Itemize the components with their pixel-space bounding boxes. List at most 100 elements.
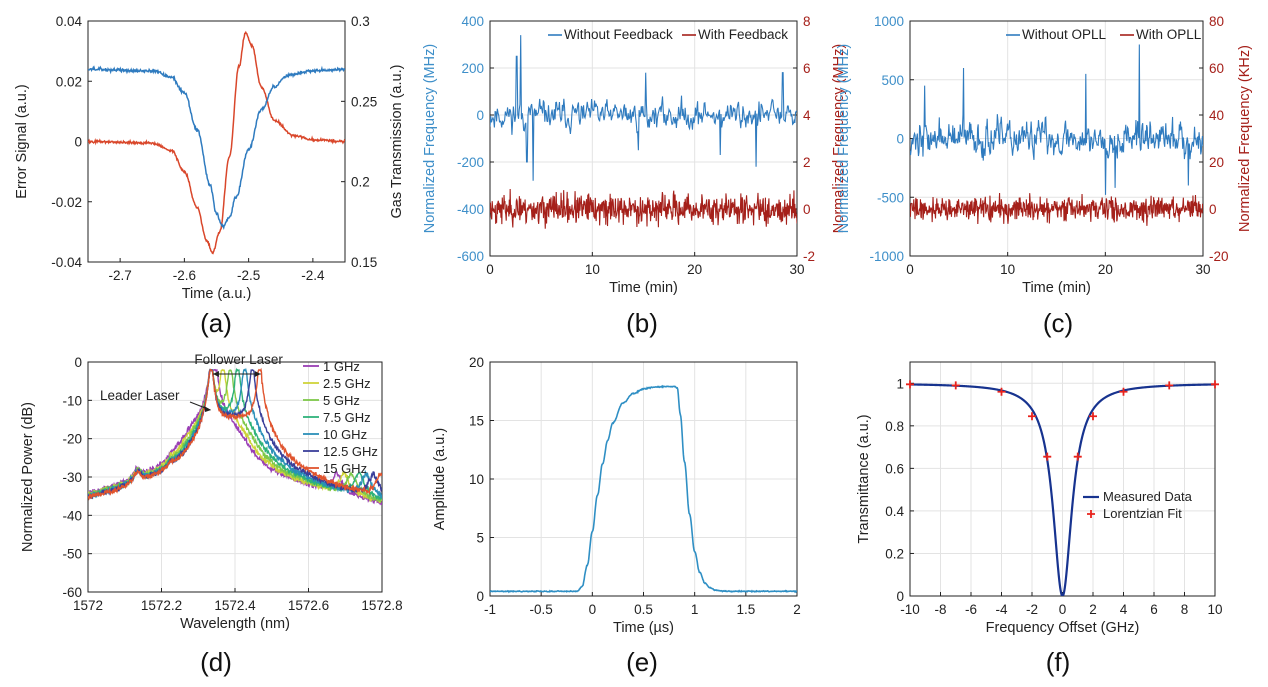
y-tick-label: -600 — [457, 249, 484, 264]
y-tick-label: 200 — [461, 61, 484, 76]
trace-line-without — [490, 35, 797, 181]
x-tick-label: 1572.8 — [361, 598, 402, 613]
trace-line-with — [490, 189, 797, 229]
annotation-follower: Follower Laser — [194, 352, 283, 367]
y-tick-label: 400 — [461, 14, 484, 29]
y-tick-label: 20 — [469, 355, 484, 370]
x-tick-label: -10 — [900, 602, 920, 617]
legend-entry: Without Feedback — [564, 27, 673, 42]
y2-tick-label: 60 — [1209, 61, 1224, 76]
x-axis-label: Wavelength (nm) — [180, 616, 290, 632]
y2-axis-label: Normalized Frequency (KHz) — [1237, 45, 1253, 232]
legend-entry: 10 GHz — [323, 427, 367, 442]
y-tick-label: 0 — [476, 589, 484, 604]
x-tick-label: 20 — [1098, 262, 1113, 277]
leader-arrowhead — [204, 406, 211, 412]
legend-entry: Lorentzian Fit — [1103, 506, 1182, 521]
panel-label-b: (b) — [626, 308, 658, 338]
x-axis-label: Time (a.u.) — [182, 286, 252, 302]
x-tick-label: 1572.6 — [288, 598, 329, 613]
x-tick-label: -4 — [995, 602, 1007, 617]
legend-entry: Without OPLL — [1022, 27, 1107, 42]
y-tick-label: -30 — [62, 470, 82, 485]
y2-tick-label: 4 — [803, 108, 811, 123]
x-tick-label: -6 — [965, 602, 977, 617]
y-tick-label: 0.02 — [56, 74, 82, 89]
fit-point — [1211, 380, 1219, 388]
panel-label-f: (f) — [1046, 647, 1071, 677]
x-tick-label: 1.5 — [736, 602, 755, 617]
legend: Measured Data Lorentzian Fit — [1083, 489, 1193, 521]
plot-frame — [490, 21, 797, 256]
y-tick-label: -0.02 — [51, 195, 82, 210]
y2-tick-label: 80 — [1209, 14, 1224, 29]
y-tick-label: -500 — [877, 190, 904, 205]
legend-entry: With OPLL — [1136, 27, 1202, 42]
y2-tick-label: 6 — [803, 61, 811, 76]
x-tick-label: 2 — [1089, 602, 1097, 617]
y-tick-label: 0.2 — [885, 546, 904, 561]
panel-a-chart: -2.7 -2.6 -2.5 -2.4 -0.04 -0.02 0 0.02 0.04 0.15 0… — [14, 14, 405, 302]
error-signal-line — [88, 32, 345, 253]
x-tick-label: -1 — [484, 602, 496, 617]
x-axis-label: Time (µs) — [613, 620, 674, 636]
x-tick-label: -2 — [1026, 602, 1038, 617]
y2-tick-label: 2 — [803, 155, 811, 170]
y-tick-label: -20 — [62, 432, 82, 447]
panel-label-e: (e) — [626, 647, 658, 677]
x-tick-label: 30 — [1195, 262, 1210, 277]
y-axis-label: Error Signal (a.u.) — [14, 84, 30, 198]
y2-tick-label: 0.2 — [351, 175, 370, 190]
x-tick-label: 0 — [589, 602, 597, 617]
y-tick-label: -50 — [62, 547, 82, 562]
panel-label-c: (c) — [1043, 308, 1073, 338]
legend-entry: 12.5 GHz — [323, 444, 378, 459]
y-tick-label: -400 — [457, 202, 484, 217]
annotation-leader: Leader Laser — [100, 388, 180, 403]
legend: 1 GHz 2.5 GHz 5 GHz 7.5 GHz 10 GHz 12.5 GHz 15… — [303, 359, 378, 476]
x-tick-label: 0.5 — [634, 602, 653, 617]
panel-e-chart: -1 -0.5 0 0.5 1 1.5 205101520Time (µs)Amplitud… — [432, 355, 801, 636]
y2-tick-label: 20 — [1209, 155, 1224, 170]
y-tick-label: 0.4 — [885, 504, 904, 519]
y-tick-label: 0.8 — [885, 419, 904, 434]
fit-point — [1165, 381, 1173, 389]
x-tick-label: 0 — [906, 262, 914, 277]
legend-entry: 2.5 GHz — [323, 376, 371, 391]
y-tick-label: 500 — [881, 73, 904, 88]
panel-f-chart: -10 -8 -6 -4 -2 0 2 4 6 8 1000.20.40.60.81Frequenc… — [856, 362, 1223, 636]
panel-b-chart: 0 10 20 30 -600 -400 -200 0 200 400 -2 0 2 4 6 8 Time (m… — [422, 14, 847, 296]
x-tick-label: 0 — [486, 262, 494, 277]
x-tick-label: 10 — [1207, 602, 1222, 617]
y2-axis-label: Gas Transmission (a.u.) — [389, 65, 405, 219]
y2-tick-label: 0 — [1209, 202, 1217, 217]
x-tick-label: 4 — [1120, 602, 1128, 617]
y-tick-label: -1000 — [869, 249, 904, 264]
x-axis-label: Frequency Offset (GHz) — [986, 620, 1140, 636]
fit-point — [1074, 453, 1082, 461]
x-tick-label: -2.6 — [173, 268, 196, 283]
legend-entry: Measured Data — [1103, 489, 1193, 504]
x-tick-label: 20 — [687, 262, 702, 277]
series-group — [490, 35, 797, 229]
y-tick-label: -60 — [62, 585, 82, 600]
y-tick-label: 0 — [896, 589, 904, 604]
x-tick-label: 1 — [691, 602, 699, 617]
x-tick-label: 30 — [789, 262, 804, 277]
fit-point — [952, 381, 960, 389]
y-axis-label: Transmittance (a.u.) — [856, 414, 872, 543]
y-tick-label: 0 — [74, 135, 82, 150]
y-axis-label: Amplitude (a.u.) — [432, 428, 448, 530]
y-axis-label: Normalized Frequency (MHz) — [422, 44, 438, 233]
x-tick-label: 8 — [1181, 602, 1189, 617]
y2-tick-label: 0.3 — [351, 14, 370, 29]
fit-point — [906, 380, 914, 388]
legend-entry: 1 GHz — [323, 359, 360, 374]
y-tick-label: 10 — [469, 472, 484, 487]
y-axis-label: Normalized Power (dB) — [20, 402, 36, 552]
y-tick-label: 0 — [476, 108, 484, 123]
y-tick-label: 0 — [74, 355, 82, 370]
y2-tick-label: 8 — [803, 14, 811, 29]
y2-tick-label: 0.25 — [351, 94, 377, 109]
y-tick-label: 15 — [469, 414, 484, 429]
